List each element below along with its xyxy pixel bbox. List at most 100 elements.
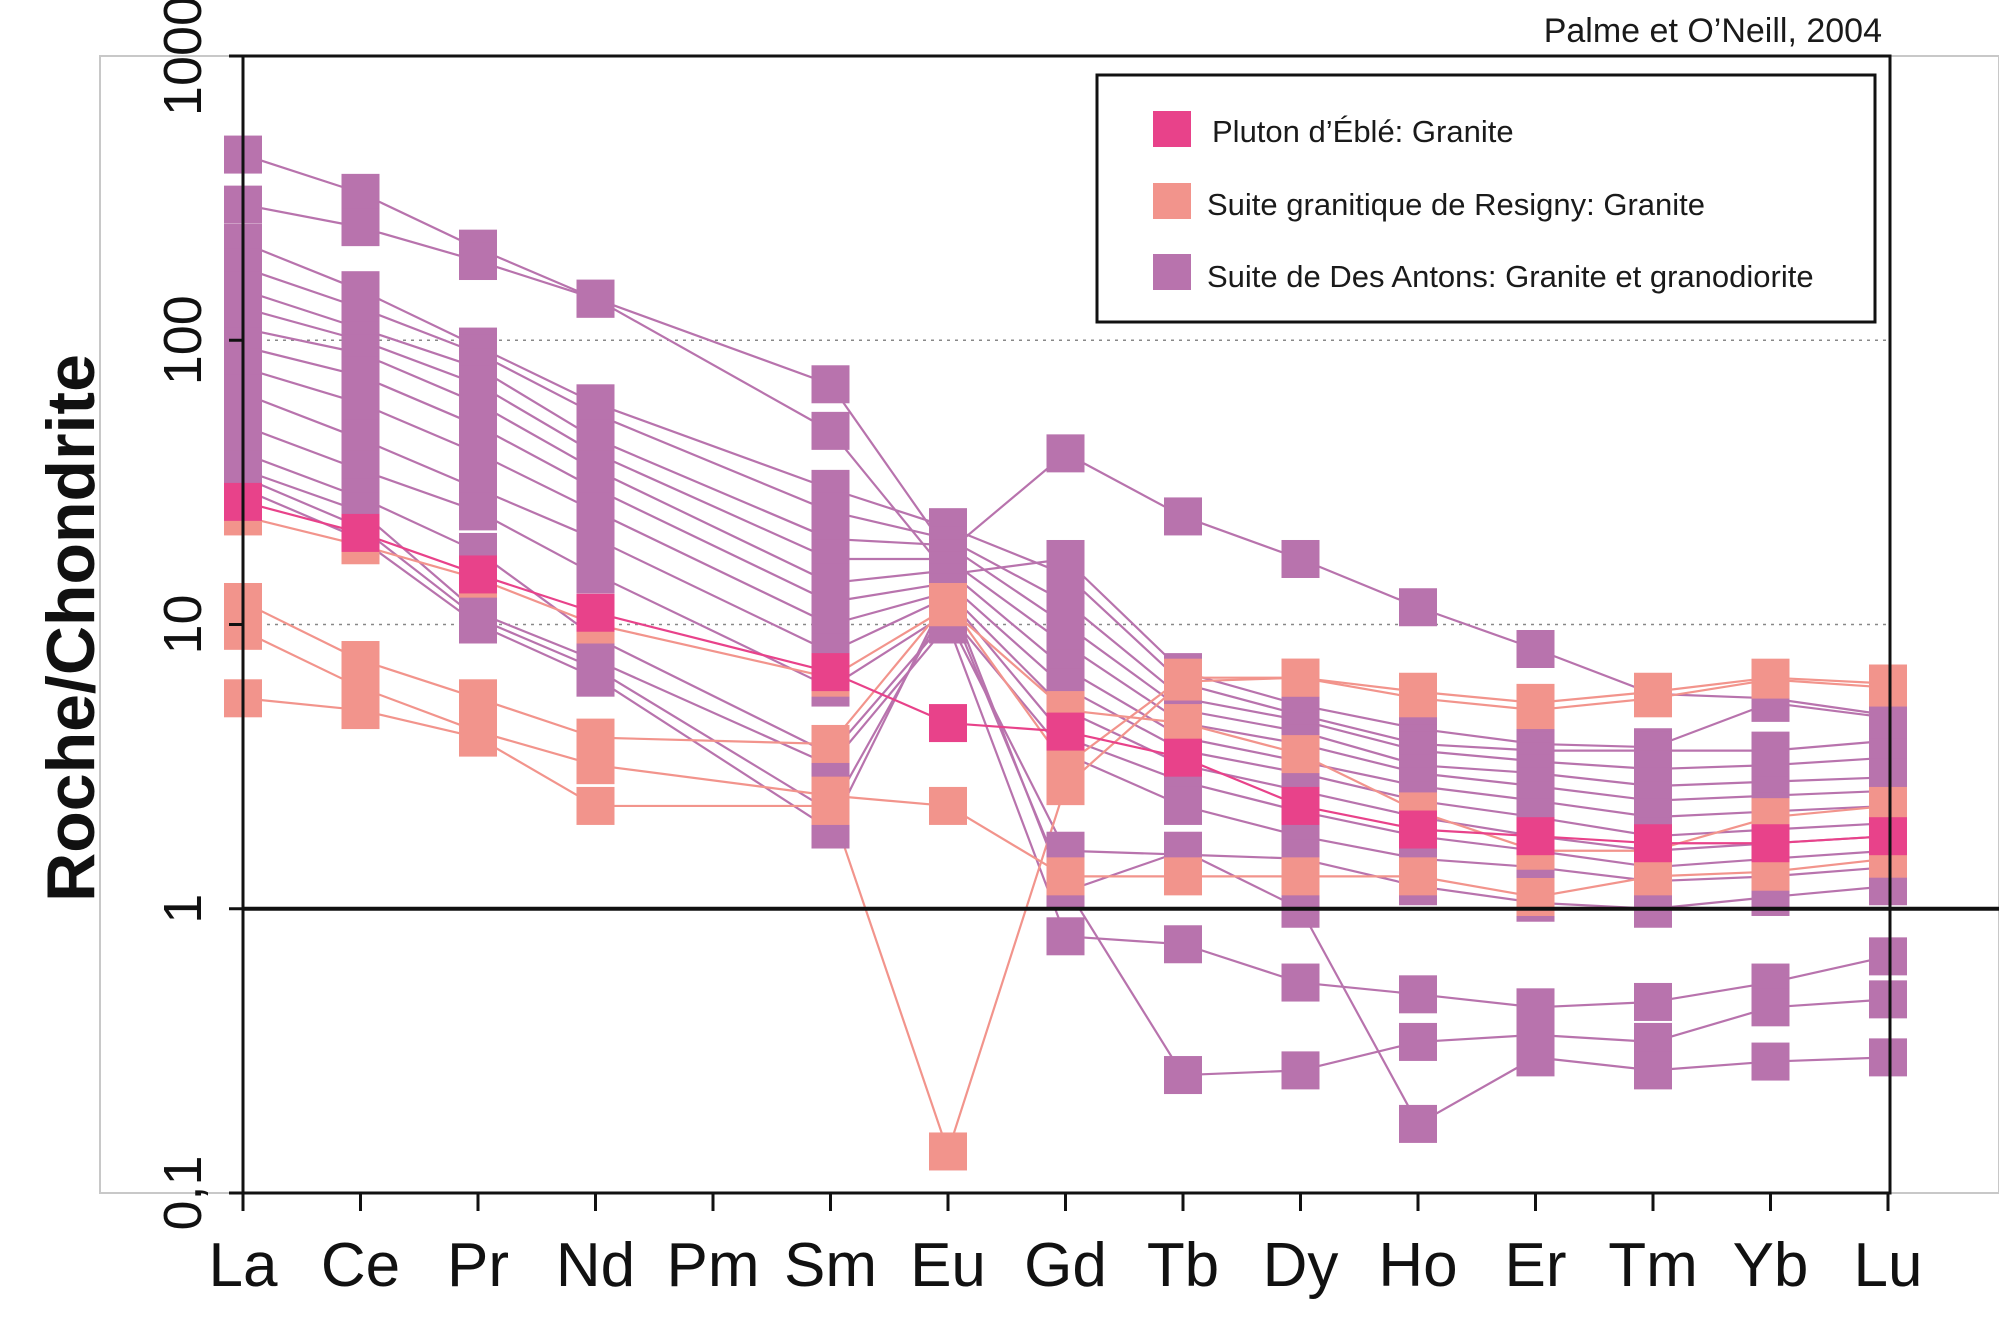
data-point-pluton (811, 653, 850, 692)
data-point-antons (1751, 988, 1790, 1027)
data-point-resigny (1164, 704, 1202, 743)
data-point-pluton (1164, 738, 1202, 777)
series-line-resigny (242, 676, 1889, 1153)
series-line-antons (242, 327, 1889, 819)
data-point-antons (1399, 975, 1437, 1014)
y-tick-label: 100 (153, 295, 213, 385)
data-point-resigny (576, 746, 615, 785)
y-tick-label: 0,1 (153, 1155, 213, 1230)
series-line-antons (242, 476, 1889, 1077)
data-point-antons (1634, 982, 1672, 1021)
data-point-antons (1164, 786, 1202, 825)
legend-swatch-antons (1153, 254, 1191, 290)
data-point-pluton (1046, 712, 1085, 751)
y-axis-ticks: 0,1 1 10 100 1000 (153, 0, 243, 1231)
data-point-antons (1869, 980, 1907, 1019)
data-point-antons (1281, 963, 1320, 1002)
legend-label-resigny: Suite granitique de Resigny: Granite (1207, 187, 1705, 222)
data-point-resigny (1399, 679, 1437, 718)
data-point-resigny (1634, 679, 1672, 718)
x-tick-label-tm: Tm (1608, 1231, 1698, 1300)
data-point-resigny (459, 718, 497, 757)
data-point-resigny (1164, 857, 1202, 896)
data-point-resigny (1281, 857, 1320, 896)
data-point-resigny (1046, 767, 1085, 806)
data-point-antons (341, 208, 380, 247)
data-point-pluton (1869, 817, 1907, 856)
data-markers (224, 135, 1907, 1171)
data-point-antons (1164, 925, 1202, 964)
data-point-resigny (341, 691, 380, 730)
data-point-resigny (929, 582, 967, 621)
x-tick-label-er: Er (1505, 1231, 1567, 1300)
y-tick-label: 1000 (153, 0, 213, 116)
x-tick-label-ho: Ho (1378, 1231, 1457, 1300)
series-line-antons (242, 289, 1889, 788)
legend-swatch-pluton (1153, 111, 1191, 147)
data-point-pluton (459, 555, 497, 594)
y-tick-label: 10 (153, 594, 213, 654)
data-point-resigny (929, 1132, 967, 1171)
data-point-antons (1399, 1022, 1437, 1061)
series-line-antons (242, 345, 1889, 838)
data-point-pluton (1634, 824, 1672, 863)
x-tick-label-sm: Sm (784, 1231, 877, 1300)
data-point-resigny (811, 724, 850, 763)
y-axis-label: Roche/Chondrite (33, 354, 109, 902)
data-point-antons (576, 555, 615, 594)
x-tick-label-eu: Eu (910, 1231, 986, 1300)
series-line-antons (242, 366, 1889, 852)
series-line-antons (242, 392, 1889, 869)
x-tick-label-lu: Lu (1854, 1231, 1923, 1300)
legend-label-pluton: Pluton d’Éblé: Granite (1212, 114, 1514, 149)
x-tick-label-nd: Nd (556, 1231, 635, 1300)
x-tick-label-dy: Dy (1263, 1231, 1339, 1300)
data-point-antons (1634, 1051, 1672, 1090)
series-line-resigny (242, 600, 1889, 767)
data-point-resigny (1281, 735, 1320, 774)
data-point-pluton (1399, 810, 1437, 849)
data-point-resigny (811, 786, 850, 825)
x-tick-label-yb: Yb (1733, 1231, 1809, 1300)
data-point-antons (1869, 1038, 1907, 1077)
data-point-resigny (1869, 668, 1907, 707)
series-line-pluton (242, 500, 1889, 845)
data-point-antons (459, 242, 497, 281)
series-line-antons (242, 487, 1889, 1126)
data-point-antons (576, 519, 615, 558)
series-line-antons (242, 266, 1889, 771)
data-point-resigny (576, 786, 615, 825)
legend-box (1095, 73, 1877, 324)
x-tick-label-ce: Ce (321, 1231, 400, 1300)
legend: Pluton d’Éblé: Granite Suite granitique … (1095, 73, 1877, 324)
data-point-resigny (1281, 658, 1320, 697)
data-point-pluton (576, 593, 615, 632)
data-point-pluton (929, 704, 967, 743)
data-point-antons (459, 605, 497, 644)
data-point-pluton (341, 513, 380, 552)
legend-swatch-resigny (1153, 183, 1191, 219)
data-point-antons (1516, 1038, 1555, 1077)
data-point-antons (1751, 1042, 1790, 1081)
series-line-antons (242, 468, 1889, 1009)
data-point-antons (341, 173, 380, 212)
x-tick-label-pm: Pm (667, 1231, 760, 1300)
x-tick-label-pr: Pr (447, 1231, 509, 1300)
data-point-antons (1164, 1056, 1202, 1095)
data-point-antons (1164, 497, 1202, 536)
series-line-resigny (242, 515, 1889, 852)
data-point-resigny (1399, 857, 1437, 896)
data-point-resigny (929, 786, 967, 825)
data-point-antons (341, 384, 380, 423)
series-line-resigny (242, 629, 1889, 899)
data-point-resigny (459, 679, 497, 718)
series-line-antons (242, 203, 1889, 749)
data-point-antons (1046, 917, 1085, 956)
data-point-antons (576, 658, 615, 697)
data-point-antons (811, 365, 850, 404)
data-point-resigny (1516, 691, 1555, 730)
data-point-antons (1869, 937, 1907, 976)
data-point-resigny (1634, 857, 1672, 896)
series-line-antons (242, 153, 1889, 717)
